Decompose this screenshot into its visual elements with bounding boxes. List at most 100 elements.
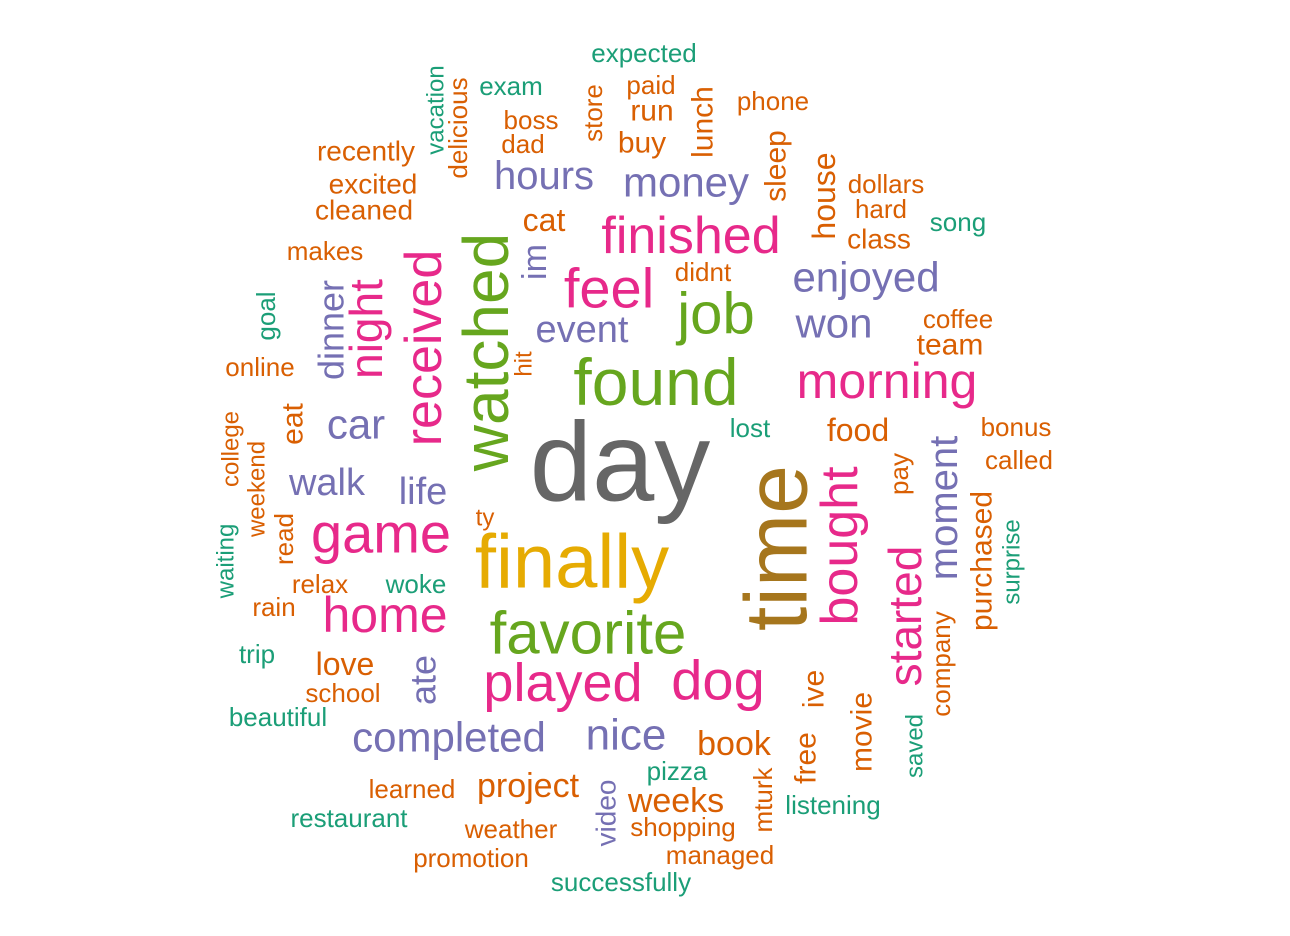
- word-pay: pay: [884, 453, 914, 495]
- word-class: class: [847, 224, 911, 255]
- word-moment: moment: [922, 436, 966, 581]
- word-trip: trip: [239, 639, 275, 669]
- word-game: game: [311, 502, 451, 565]
- word-found: found: [573, 345, 738, 419]
- word-played: played: [483, 653, 642, 713]
- word-bought: bought: [811, 466, 869, 626]
- word-mturk: mturk: [748, 767, 778, 833]
- word-buy: buy: [618, 127, 666, 160]
- word-started: started: [879, 546, 931, 687]
- word-watched: watched: [450, 233, 522, 472]
- word-book: book: [697, 725, 772, 763]
- word-received: received: [395, 250, 453, 447]
- word-house: house: [806, 152, 842, 239]
- word-job: job: [675, 282, 754, 347]
- word-feel: feel: [564, 257, 654, 320]
- word-delicious: delicious: [443, 77, 473, 178]
- word-called: called: [985, 445, 1053, 475]
- word-learned: learned: [369, 774, 456, 804]
- word-didnt: didnt: [675, 257, 732, 287]
- word-hard: hard: [855, 194, 907, 224]
- word-car: car: [327, 401, 385, 448]
- word-video: video: [591, 780, 622, 847]
- word-project: project: [477, 767, 580, 805]
- word-woke: woke: [385, 569, 447, 599]
- word-store: store: [578, 84, 608, 142]
- word-weather: weather: [464, 814, 558, 844]
- word-finally: finally: [475, 520, 669, 605]
- word-coffee: coffee: [923, 304, 993, 334]
- word-shopping: shopping: [630, 812, 736, 842]
- word-home: home: [322, 587, 447, 643]
- word-waiting: waiting: [213, 524, 240, 600]
- word-movie: movie: [846, 692, 879, 772]
- word-favorite: favorite: [490, 600, 687, 667]
- word-ate: ate: [403, 655, 444, 705]
- word-vacation: vacation: [423, 65, 450, 154]
- word-ty: ty: [476, 505, 495, 532]
- word-phone: phone: [737, 86, 809, 116]
- word-paid: paid: [626, 70, 675, 100]
- word-read: read: [269, 513, 299, 565]
- word-saved: saved: [902, 714, 929, 778]
- word-won: won: [794, 300, 872, 347]
- word-listening: listening: [785, 790, 880, 820]
- word-lunch: lunch: [687, 86, 720, 158]
- word-life: life: [399, 471, 448, 513]
- word-hours: hours: [494, 154, 594, 198]
- word-team: team: [917, 329, 984, 362]
- word-surprise: surprise: [999, 519, 1026, 604]
- word-college: college: [218, 411, 245, 487]
- word-dad: dad: [501, 129, 544, 159]
- word-morning: morning: [797, 353, 978, 409]
- word-night: night: [340, 279, 392, 379]
- word-beautiful: beautiful: [229, 702, 327, 732]
- word-expected: expected: [591, 38, 697, 68]
- word-song: song: [930, 207, 986, 237]
- word-weeks: weeks: [627, 782, 724, 820]
- word-goal: goal: [251, 291, 281, 340]
- word-food: food: [827, 412, 889, 448]
- word-restaurant: restaurant: [290, 803, 408, 833]
- word-excited: excited: [329, 169, 418, 200]
- word-dog: dog: [671, 649, 764, 712]
- word-free: free: [790, 732, 823, 784]
- word-time: time: [727, 465, 826, 631]
- word-dinner: dinner: [311, 280, 352, 380]
- word-event: event: [536, 309, 629, 351]
- word-ive: ive: [798, 670, 831, 708]
- word-relax: relax: [292, 569, 348, 599]
- word-recently: recently: [317, 136, 415, 167]
- word-hit: hit: [511, 351, 538, 377]
- word-promotion: promotion: [413, 843, 529, 873]
- word-money: money: [623, 159, 749, 206]
- word-makes: makes: [287, 236, 364, 266]
- word-online: online: [225, 352, 294, 382]
- word-boss: boss: [504, 105, 559, 135]
- word-cat: cat: [523, 202, 566, 238]
- word-dollars: dollars: [848, 169, 925, 199]
- word-finished: finished: [601, 207, 780, 265]
- word-weekend: weekend: [244, 441, 271, 538]
- word-successfully: successfully: [551, 867, 691, 897]
- word-love: love: [316, 646, 375, 682]
- word-walk: walk: [288, 462, 366, 504]
- word-nice: nice: [586, 711, 667, 760]
- word-managed: managed: [666, 840, 774, 870]
- word-rain: rain: [252, 592, 295, 622]
- word-school: school: [305, 678, 380, 708]
- word-im: im: [516, 244, 554, 280]
- word-exam: exam: [479, 71, 543, 101]
- word-lost: lost: [730, 413, 771, 443]
- word-enjoyed: enjoyed: [792, 254, 939, 301]
- word-pizza: pizza: [647, 756, 708, 786]
- word-day: day: [530, 400, 711, 525]
- word-run: run: [630, 95, 673, 128]
- word-eat: eat: [277, 402, 310, 444]
- word-bonus: bonus: [981, 412, 1052, 442]
- word-cleaned: cleaned: [315, 195, 413, 226]
- word-purchased: purchased: [966, 491, 999, 631]
- word-completed: completed: [352, 714, 546, 761]
- word-company: company: [926, 611, 956, 717]
